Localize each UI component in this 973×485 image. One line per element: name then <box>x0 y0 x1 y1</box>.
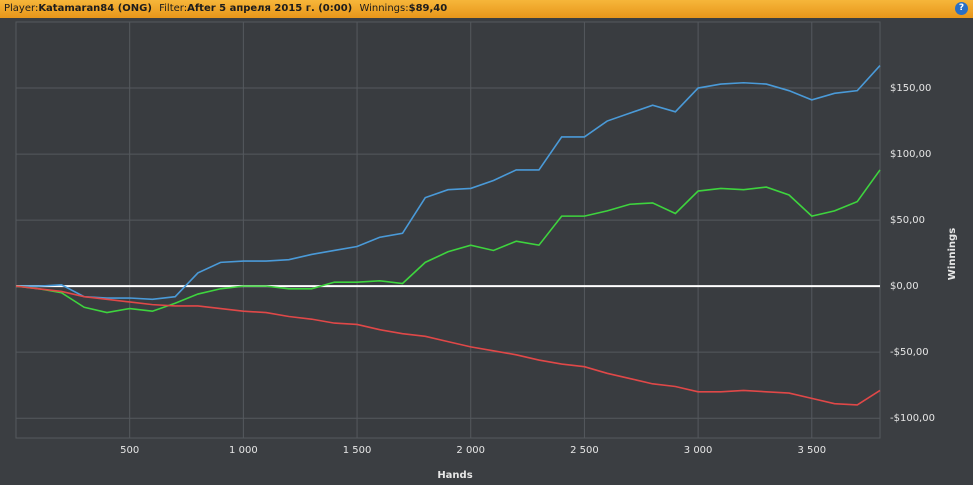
x-tick-label: 2 000 <box>456 445 485 456</box>
winnings: $89,40 <box>408 3 448 14</box>
plot-area <box>15 21 881 439</box>
filter: After 5 апреля 2015 г. (0:00) <box>187 3 353 14</box>
x-tick-label: 1 000 <box>229 445 258 456</box>
player-label: Player: <box>4 3 39 14</box>
x-tick-label: 3 000 <box>684 445 713 456</box>
x-tick-label: 2 500 <box>570 445 599 456</box>
help-button[interactable]: ? <box>955 2 968 15</box>
y-tick-label: -$50,00 <box>890 347 929 358</box>
series-line <box>15 285 881 406</box>
x-axis-title: Hands <box>437 470 472 481</box>
y-axis-title: Winnings <box>947 228 958 280</box>
y-tick-label: $150,00 <box>890 83 931 94</box>
y-tick-label: $0,00 <box>890 281 919 292</box>
x-tick-label: 3 500 <box>797 445 826 456</box>
y-tick-label: $50,00 <box>890 215 925 226</box>
x-tick-label: 500 <box>120 445 139 456</box>
x-tick-label: 1 500 <box>343 445 372 456</box>
series-line <box>16 65 881 301</box>
y-tick-label: $100,00 <box>890 149 931 160</box>
filter-label: Filter: <box>159 3 188 14</box>
header-bar: Player:Katamaran84 (ONG) Filter:After 5 … <box>0 0 973 18</box>
winnings-label: Winnings: <box>359 3 409 14</box>
player: Katamaran84 (ONG) <box>38 3 152 14</box>
y-tick-label: -$100,00 <box>890 413 935 424</box>
chart: Hands Winnings 500 1 000 1 500 2 000 2 500 3 … <box>15 21 958 481</box>
series-line <box>15 169 881 314</box>
